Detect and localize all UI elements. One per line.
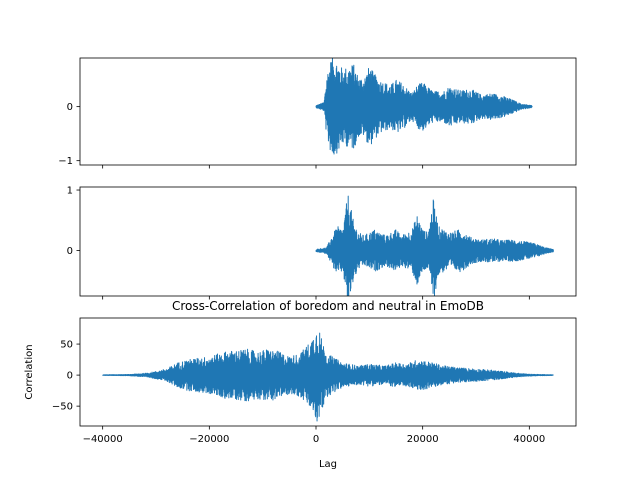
y-tick-label: 50 [60,340,73,351]
y-tick-label: −50 [52,402,73,413]
x-tick-label: −20000 [189,434,229,445]
y-tick-label: 0 [67,371,73,382]
x-tick-label: 20000 [407,434,439,445]
chart-title: Cross-Correlation of boredom and neutral… [172,299,484,313]
x-tick-label: 0 [313,434,319,445]
y-tick-label: −1 [58,156,73,167]
x-tick-label: −40000 [83,434,123,445]
y-axis-label: Correlation [24,344,35,399]
x-axis-label: Lag [319,459,337,470]
x-tick-label: 40000 [513,434,545,445]
y-tick-label: 0 [67,102,73,113]
y-tick-label: 0 [67,246,73,257]
y-tick-label: 1 [67,186,73,197]
